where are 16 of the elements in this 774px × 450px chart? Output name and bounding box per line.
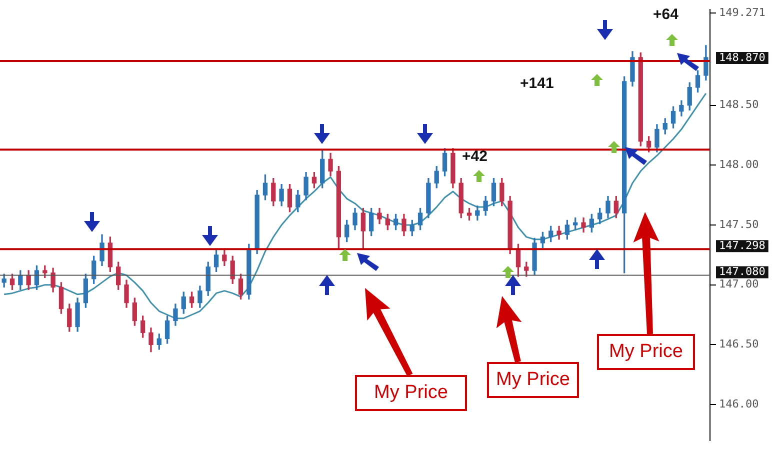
y-tick-label: 148.00 (719, 158, 759, 172)
annotation: My Price (355, 375, 467, 411)
annotation: My Price (487, 362, 579, 398)
y-tick-label: 147.00 (719, 278, 759, 291)
y-tick-label: 147.50 (719, 218, 759, 231)
ref-line-label: 147.298 (719, 239, 766, 252)
annotation: +42 (462, 148, 488, 165)
annotation: +141 (520, 75, 554, 92)
y-tick-label: 146.50 (719, 338, 759, 351)
ref-line-label: 148.870 (719, 50, 766, 64)
annotation: My Price (597, 334, 695, 370)
y-tick-label: 146.00 (719, 397, 759, 410)
ref-line-label: 147.080 (719, 265, 766, 278)
y-tick-label: 149.271 (719, 6, 766, 19)
annotation: +64 (653, 6, 678, 23)
y-tick-label: 148.50 (719, 98, 759, 112)
